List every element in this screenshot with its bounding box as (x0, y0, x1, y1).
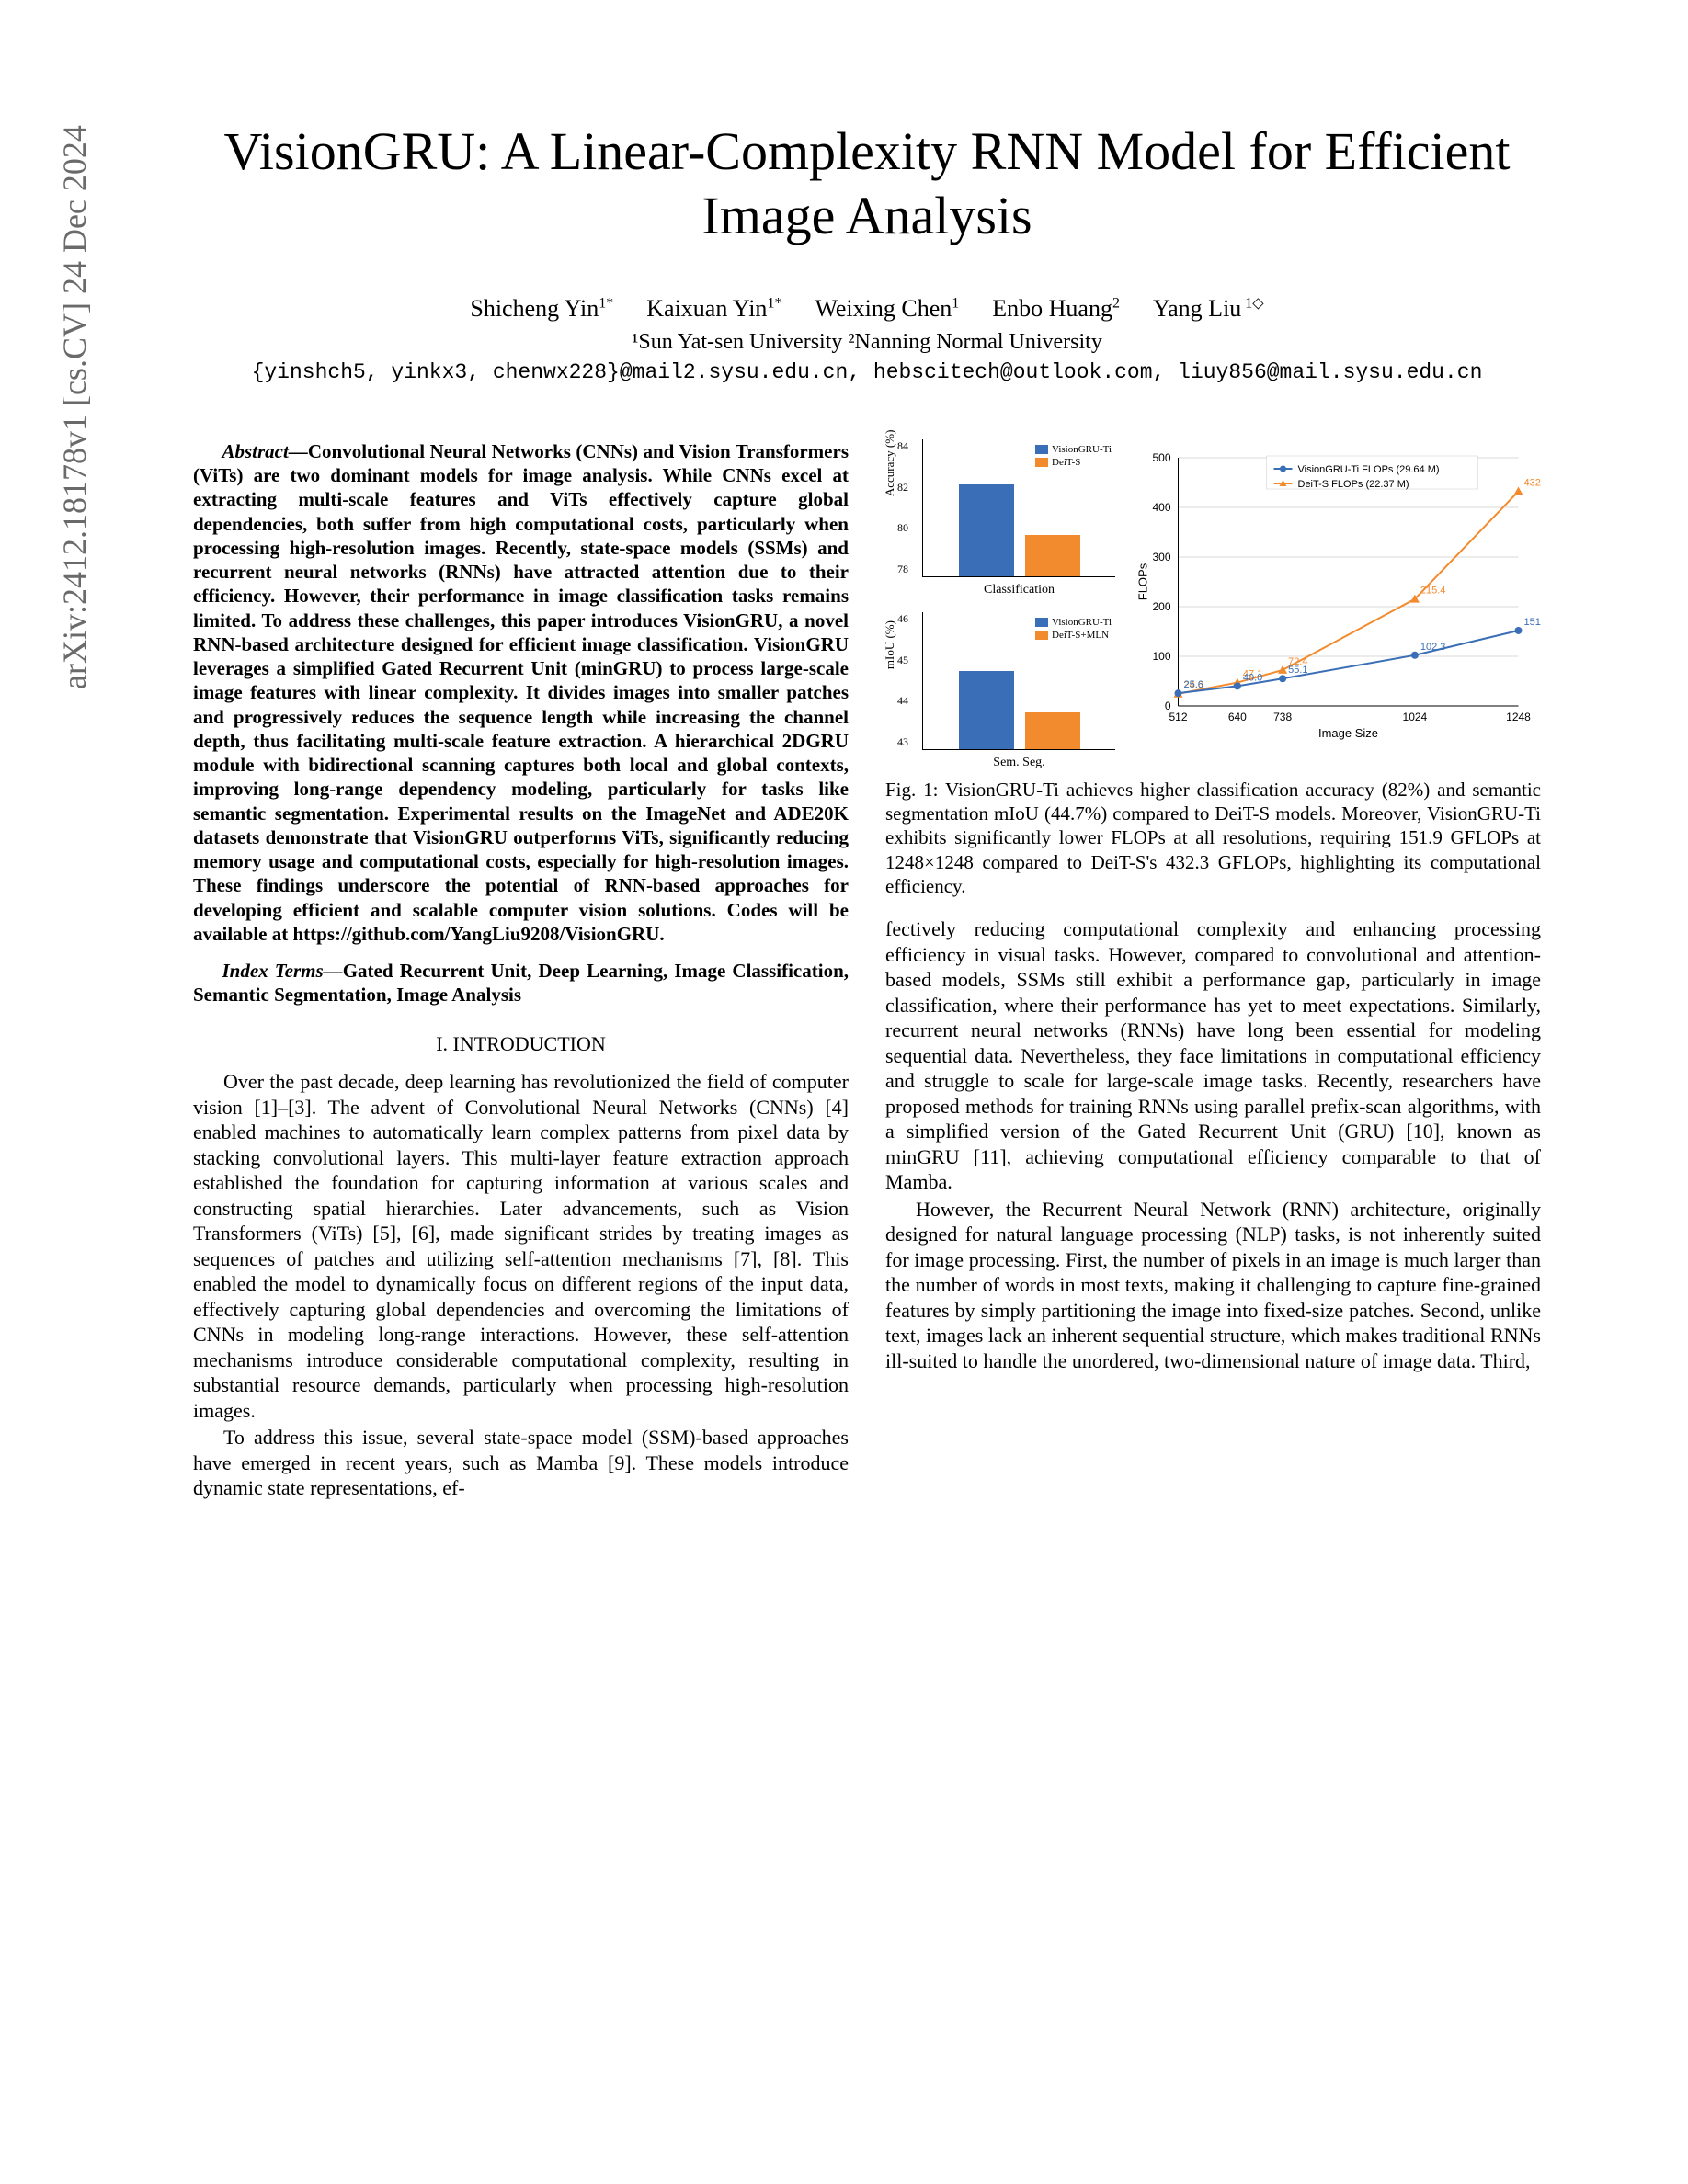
flops-chart: 010020030040050051264073810241248Image S… (1128, 439, 1541, 743)
bar-visiongru (959, 671, 1014, 749)
svg-text:400: 400 (1152, 501, 1170, 514)
svg-text:FLOPs: FLOPs (1136, 563, 1150, 600)
svg-text:DeiT-S FLOPs (22.37 M): DeiT-S FLOPs (22.37 M) (1298, 479, 1409, 490)
chart-yticks: 84828078 (897, 439, 908, 576)
section-heading: I. INTRODUCTION (193, 1031, 849, 1057)
chart-sublabel: Sem. Seg. (923, 755, 1115, 771)
left-column: Abstract—Convolutional Neural Networks (… (193, 439, 849, 1503)
svg-text:432.3: 432.3 (1524, 477, 1542, 488)
svg-text:200: 200 (1152, 600, 1170, 613)
svg-text:1248: 1248 (1506, 711, 1531, 723)
mini-charts: Accuracy (%) 84828078 VisionGRU-Ti DeiT-… (885, 439, 1115, 750)
intro-para-1: Over the past decade, deep learning has … (193, 1069, 849, 1423)
charts-row: Accuracy (%) 84828078 VisionGRU-Ti DeiT-… (885, 439, 1541, 750)
col2-para-1: fectively reducing computational complex… (885, 916, 1541, 1195)
intro-para-2: To address this issue, several state-spa… (193, 1425, 849, 1501)
bar-visiongru (959, 484, 1014, 576)
svg-text:100: 100 (1152, 650, 1170, 663)
authors-line: Shicheng Yin1*Kaixuan Yin1*Weixing Chen1… (193, 293, 1541, 323)
paper-title: VisionGRU: A Linear-Complexity RNN Model… (193, 119, 1541, 247)
svg-text:Image Size: Image Size (1318, 726, 1378, 740)
svg-text:40.0: 40.0 (1243, 672, 1262, 683)
chart-sublabel: Classification (923, 582, 1115, 598)
flops-svg: 010020030040050051264073810241248Image S… (1128, 439, 1541, 743)
svg-text:300: 300 (1152, 551, 1170, 563)
svg-text:55.1: 55.1 (1288, 665, 1307, 676)
two-column-body: Abstract—Convolutional Neural Networks (… (193, 439, 1541, 1503)
index-terms: Index Terms—Gated Recurrent Unit, Deep L… (193, 959, 849, 1007)
chart-yticks: 46454443 (897, 612, 908, 749)
index-terms-label: Index Terms— (222, 960, 343, 982)
abstract-label: Abstract— (222, 440, 308, 462)
emails: {yinshch5, yinkx3, chenwx228}@mail2.sysu… (193, 360, 1541, 384)
svg-text:640: 640 (1228, 711, 1247, 723)
chart-ylabel: Accuracy (%) (883, 430, 897, 497)
abstract-text: Convolutional Neural Networks (CNNs) and… (193, 440, 849, 945)
right-column: Accuracy (%) 84828078 VisionGRU-Ti DeiT-… (885, 439, 1541, 1503)
svg-text:500: 500 (1152, 451, 1170, 464)
abstract: Abstract—Convolutional Neural Networks (… (193, 439, 849, 946)
chart-bars (923, 439, 1115, 576)
chart-bars (923, 612, 1115, 749)
arxiv-tag: arXiv:2412.18178v1 [cs.CV] 24 Dec 2024 (55, 125, 94, 689)
semseg-chart: mIoU (%) 46454443 VisionGRU-Ti DeiT-S+ML… (922, 612, 1115, 750)
bar-deits (1025, 712, 1080, 749)
bar-deits (1025, 535, 1080, 576)
svg-text:VisionGRU-Ti FLOPs (29.64 M): VisionGRU-Ti FLOPs (29.64 M) (1298, 464, 1440, 475)
classification-chart: Accuracy (%) 84828078 VisionGRU-Ti DeiT-… (922, 439, 1115, 577)
svg-text:151.9: 151.9 (1524, 617, 1542, 628)
svg-text:215.4: 215.4 (1420, 586, 1446, 597)
svg-text:1024: 1024 (1403, 711, 1428, 723)
col2-para-2: However, the Recurrent Neural Network (R… (885, 1197, 1541, 1374)
svg-text:512: 512 (1169, 711, 1187, 723)
svg-text:738: 738 (1273, 711, 1292, 723)
svg-text:102.3: 102.3 (1420, 642, 1446, 653)
figure-1: Accuracy (%) 84828078 VisionGRU-Ti DeiT-… (885, 439, 1541, 898)
figure-caption: Fig. 1: VisionGRU-Ti achieves higher cla… (885, 778, 1541, 898)
affiliations: ¹Sun Yat-sen University ²Nanning Normal … (193, 330, 1541, 355)
svg-text:25.6: 25.6 (1184, 679, 1203, 690)
chart-ylabel: mIoU (%) (883, 620, 897, 669)
